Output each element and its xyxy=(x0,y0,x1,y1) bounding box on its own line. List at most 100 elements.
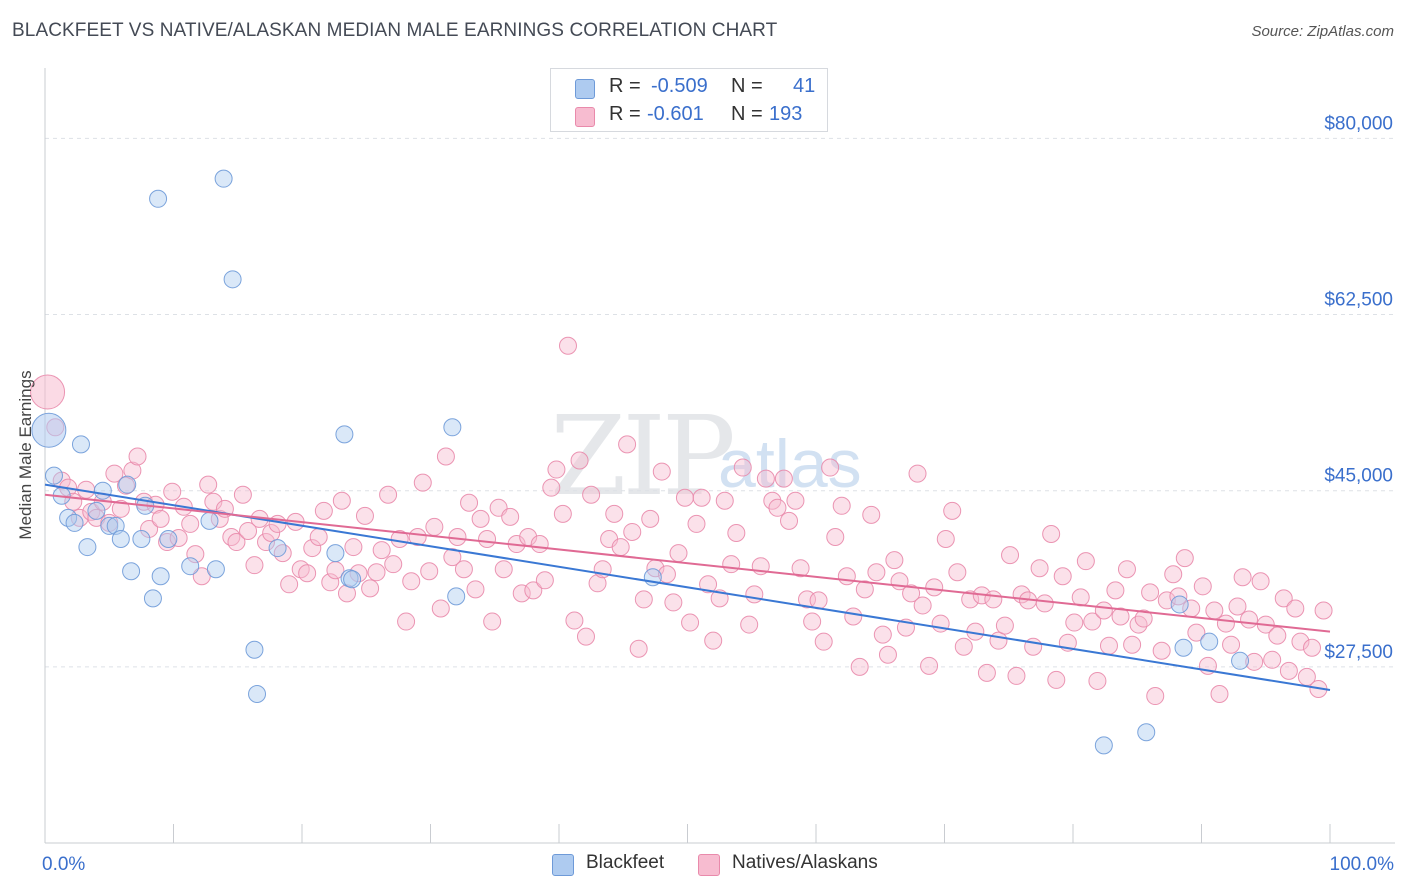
natives-point xyxy=(443,548,462,567)
natives-point xyxy=(460,493,479,512)
natives-point xyxy=(1076,552,1095,571)
natives-point xyxy=(948,563,967,582)
natives-point xyxy=(199,475,218,494)
stats-legend: R = -0.509 N = 41 R = -0.601 N = 193 xyxy=(550,68,828,132)
natives-point xyxy=(913,596,932,615)
natives-point xyxy=(186,545,205,564)
natives-point xyxy=(989,631,1008,650)
blackfeet-point xyxy=(159,530,178,549)
legend-swatch-blackfeet xyxy=(575,79,595,99)
natives-point xyxy=(780,511,799,530)
natives-point xyxy=(1268,626,1287,645)
natives-point xyxy=(355,506,374,525)
natives-point xyxy=(1123,635,1142,654)
natives-point xyxy=(727,523,746,542)
legend-n-label: N = xyxy=(731,103,763,125)
natives-point xyxy=(1274,589,1293,608)
natives-point xyxy=(332,491,351,510)
natives-point xyxy=(30,374,66,410)
blackfeet-point xyxy=(200,511,219,530)
natives-point xyxy=(273,544,292,563)
natives-point xyxy=(664,593,683,612)
natives-point xyxy=(1251,572,1270,591)
natives-point xyxy=(379,485,398,504)
natives-point xyxy=(837,567,856,586)
natives-point xyxy=(803,612,822,631)
natives-point xyxy=(227,533,246,552)
blackfeet-point xyxy=(71,435,90,454)
natives-point xyxy=(535,571,554,590)
natives-point xyxy=(722,555,741,574)
natives-point xyxy=(885,551,904,570)
natives-point xyxy=(798,590,817,609)
natives-point xyxy=(570,451,589,470)
blackfeet-point xyxy=(149,189,168,208)
natives-point xyxy=(1001,546,1020,565)
blackfeet-point xyxy=(214,169,233,188)
natives-point xyxy=(181,514,200,533)
blackfeet-point xyxy=(44,466,63,485)
blackfeet-point xyxy=(31,412,67,448)
natives-point xyxy=(740,615,759,634)
natives-point xyxy=(1233,568,1252,587)
natives-point xyxy=(321,573,340,592)
natives-point xyxy=(1187,623,1206,642)
natives-point xyxy=(855,580,874,599)
natives-point xyxy=(768,498,787,517)
natives-point xyxy=(204,492,223,511)
natives-point xyxy=(1129,615,1148,634)
natives-point xyxy=(943,501,962,520)
gridlines xyxy=(45,137,1395,668)
natives-point xyxy=(222,528,241,546)
blackfeet-point xyxy=(326,544,345,563)
natives-point xyxy=(501,507,520,526)
natives-point xyxy=(745,585,764,604)
natives-point xyxy=(669,544,688,563)
natives-point xyxy=(995,616,1014,635)
natives-point xyxy=(151,509,170,528)
natives-point xyxy=(1314,601,1333,620)
natives-point xyxy=(1175,549,1194,568)
blackfeet-point xyxy=(1231,651,1250,670)
natives-point xyxy=(657,565,676,584)
natives-point xyxy=(565,611,584,630)
natives-point xyxy=(687,514,706,533)
natives-point xyxy=(163,482,182,501)
natives-point xyxy=(681,613,700,632)
natives-point xyxy=(367,563,386,582)
natives-point xyxy=(558,336,577,355)
blackfeet-point xyxy=(335,425,354,444)
natives-point xyxy=(954,637,973,656)
blackfeet-point xyxy=(143,589,162,608)
blackfeet-point xyxy=(87,501,106,520)
natives-point xyxy=(239,521,258,540)
natives-point xyxy=(1245,652,1264,671)
natives-point xyxy=(977,663,996,682)
natives-point xyxy=(530,535,549,554)
natives-point xyxy=(478,530,497,549)
chart-title: BLACKFEET VS NATIVE/ALASKAN MEDIAN MALE … xyxy=(12,20,778,41)
natives-point xyxy=(111,499,130,518)
natives-point xyxy=(547,460,566,479)
natives-point xyxy=(344,538,363,557)
natives-point xyxy=(169,529,188,548)
natives-point xyxy=(618,435,637,454)
natives-point xyxy=(1047,670,1066,689)
natives-point xyxy=(641,509,660,528)
blackfeet-point xyxy=(1200,632,1219,651)
blackfeet-point xyxy=(111,530,130,549)
blackfeet-point xyxy=(268,539,287,558)
blackfeet-point xyxy=(1137,723,1156,742)
natives-point xyxy=(1291,632,1310,651)
natives-point xyxy=(588,574,607,593)
natives-point xyxy=(420,562,439,581)
natives-point xyxy=(826,528,845,546)
natives-point xyxy=(1083,612,1102,631)
natives-point xyxy=(961,590,980,609)
blackfeet-point xyxy=(65,513,84,532)
natives-point xyxy=(1030,559,1049,578)
natives-point xyxy=(814,632,833,651)
natives-point xyxy=(425,517,444,536)
natives-point xyxy=(652,462,671,481)
natives-point xyxy=(372,541,391,560)
